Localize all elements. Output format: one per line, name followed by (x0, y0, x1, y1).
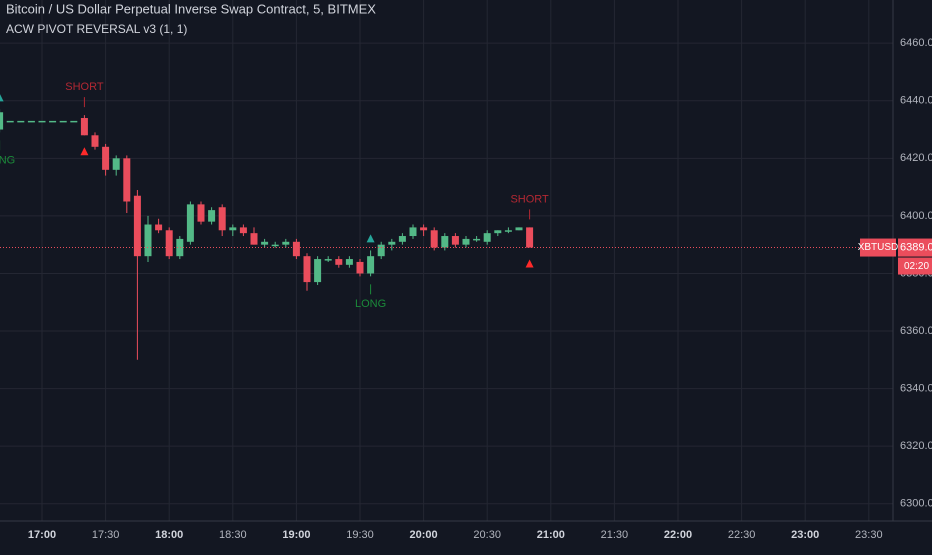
candle-body (377, 244, 385, 257)
chart-title: Bitcoin / US Dollar Perpetual Inverse Sw… (6, 1, 376, 16)
candle-body (0, 112, 4, 130)
candle-body (165, 230, 173, 257)
candle-body (303, 256, 311, 283)
candle-body (515, 227, 523, 231)
candle-body (271, 244, 279, 247)
candle-body (441, 236, 449, 248)
y-tick-label: 6440.0 (900, 95, 932, 107)
x-tick-label: 18:00 (155, 529, 183, 541)
candle-body (176, 238, 184, 257)
x-tick-label: 23:00 (791, 529, 819, 541)
candle-body (123, 158, 131, 202)
candle-body (155, 224, 163, 231)
candle-body (250, 233, 258, 245)
x-tick-label: 21:30 (601, 529, 629, 541)
candle-body (197, 204, 205, 222)
candle-body (112, 158, 120, 170)
y-tick-label: 6400.0 (900, 210, 932, 222)
x-tick-label: 23:30 (855, 529, 883, 541)
candle-body (367, 256, 375, 274)
price-tag: 6389.0 (900, 241, 932, 253)
annotation-label: SHORT (65, 81, 104, 93)
candle-body (91, 135, 99, 147)
candle-body (6, 120, 14, 123)
y-tick-label: 6360.0 (900, 325, 932, 337)
candle-body (17, 120, 25, 123)
candle-body (59, 120, 67, 123)
candle-body (451, 236, 459, 245)
candle-body (494, 230, 502, 234)
candle-body (398, 236, 406, 242)
candle-body (70, 120, 78, 123)
candle-body (462, 238, 470, 245)
x-tick-label: 20:00 (410, 529, 438, 541)
candle-body (324, 259, 332, 261)
annotation-label: SHORT (510, 193, 549, 205)
x-tick-label: 18:30 (219, 529, 247, 541)
candle-body (38, 120, 46, 123)
x-tick-label: 22:30 (728, 529, 756, 541)
x-tick-label: 21:00 (537, 529, 565, 541)
candle-body (144, 224, 152, 257)
candle-body (102, 146, 110, 170)
candle-body (292, 241, 300, 257)
countdown: 02:20 (904, 261, 929, 272)
candle-body (133, 195, 141, 257)
x-tick-label: 22:00 (664, 529, 692, 541)
annotation-label: LONG (0, 154, 15, 166)
y-tick-label: 6340.0 (900, 382, 932, 394)
x-tick-label: 17:30 (92, 529, 120, 541)
symbol-tag-bg (860, 238, 896, 257)
candle-body (335, 259, 343, 265)
y-tick-label: 6420.0 (900, 152, 932, 164)
annotation-label: LONG (355, 298, 386, 310)
candle-body (80, 118, 88, 136)
candle-body (483, 233, 491, 242)
candle-body (27, 120, 35, 123)
candle-body (388, 241, 396, 245)
candle-body (229, 227, 237, 231)
y-tick-label: 6300.0 (900, 498, 932, 510)
indicator-name: ACW PIVOT REVERSAL v3 (1, 1) (6, 22, 187, 36)
symbol-tag: XBTUSD (858, 242, 899, 253)
candle-body (49, 120, 57, 123)
candle-body (186, 204, 194, 242)
signal-marker (0, 94, 4, 102)
x-tick-label: 17:00 (28, 529, 56, 541)
candle-body (504, 230, 512, 232)
candle-body (526, 227, 534, 248)
price-tag-bg (898, 238, 932, 257)
signal-marker (525, 259, 534, 268)
candle-body (282, 241, 290, 245)
candle-body (356, 261, 364, 274)
candle-body (345, 259, 353, 265)
x-tick-label: 20:30 (473, 529, 501, 541)
candle-body (239, 227, 247, 234)
grid (0, 0, 893, 521)
y-tick-label: 6320.0 (900, 440, 932, 452)
signal-marker (80, 147, 89, 156)
candle-body (218, 207, 226, 231)
x-tick-label: 19:30 (346, 529, 374, 541)
y-tick-label: 6460.0 (900, 37, 932, 49)
x-tick-label: 19:00 (282, 529, 310, 541)
candle-body (208, 210, 216, 222)
candle-body (314, 259, 322, 283)
countdown-bg (898, 257, 932, 275)
candle-body (430, 230, 438, 248)
candle-body (261, 241, 269, 245)
plot-area: LONG SHORT LONG SHORT (0, 81, 893, 360)
candle-body (473, 238, 481, 241)
signal-marker (366, 234, 375, 243)
candle-body (420, 227, 428, 231)
axes: 6300.06320.06340.06360.06380.06400.06420… (28, 37, 932, 541)
candle-body (409, 227, 417, 237)
